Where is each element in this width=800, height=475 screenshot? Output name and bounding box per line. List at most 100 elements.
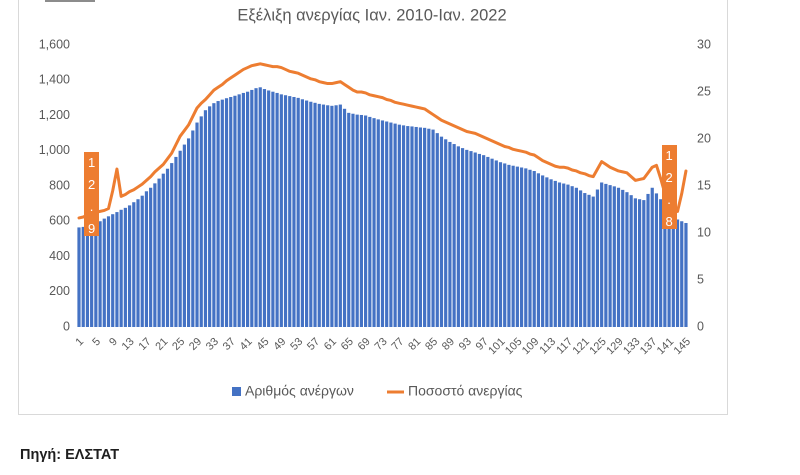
bar <box>271 91 275 328</box>
x-tick-label: 89 <box>440 336 457 353</box>
bar <box>667 212 671 327</box>
bar <box>212 103 216 327</box>
bars-unemployed <box>77 87 688 328</box>
bar <box>262 89 267 327</box>
bar <box>326 105 330 327</box>
x-tick-label: 9 <box>107 336 120 349</box>
y-left-tick-label: 200 <box>49 284 70 298</box>
x-tick-label: 25 <box>170 336 187 353</box>
legend-swatch-unemployed <box>232 387 241 396</box>
bar <box>621 189 625 327</box>
bar <box>532 171 536 327</box>
bar <box>473 152 477 327</box>
bar <box>102 218 106 327</box>
bar <box>376 119 380 327</box>
bar <box>224 98 229 327</box>
chart-title: Εξέλιξη ανεργίας Ιαν. 2010-Ιαν. 2022 <box>237 6 506 24</box>
bar <box>659 199 663 327</box>
x-tick-label: 81 <box>406 336 423 353</box>
bar <box>119 209 123 327</box>
bar <box>254 88 258 328</box>
bar <box>423 127 427 327</box>
bar <box>477 153 482 327</box>
bar <box>612 186 616 327</box>
bar <box>347 112 351 327</box>
bar <box>153 183 157 327</box>
bar <box>305 100 309 328</box>
bar <box>578 190 583 327</box>
bar <box>283 95 288 327</box>
bar <box>448 141 452 327</box>
bar <box>355 114 359 328</box>
bar <box>469 151 473 327</box>
bar <box>680 221 684 327</box>
x-tick-label: 45 <box>254 336 271 353</box>
bar <box>389 122 393 327</box>
bar <box>144 191 149 327</box>
bar <box>460 148 465 327</box>
bar <box>519 167 524 327</box>
x-tick-label: 13 <box>120 336 137 353</box>
legend-label-unemployed: Αριθμός ανέργων <box>245 383 354 399</box>
bar <box>246 91 250 328</box>
bar <box>288 96 292 327</box>
x-axis-labels: 1 5 9 13 17 21 25 29 33 37 41 45 49 53 57 61 65 69 73 77 81 8… <box>73 336 693 357</box>
bar <box>77 227 81 327</box>
bar <box>675 219 680 327</box>
bar <box>220 99 224 327</box>
bar <box>566 184 570 327</box>
bar <box>401 125 406 328</box>
bar <box>646 193 650 327</box>
bar <box>178 150 182 327</box>
bar <box>650 187 654 327</box>
x-tick-label: 69 <box>356 336 373 353</box>
bar <box>359 114 363 327</box>
bar <box>342 108 347 327</box>
bar <box>553 180 557 327</box>
bar <box>364 115 368 327</box>
bar <box>132 202 136 327</box>
bar <box>414 126 418 328</box>
x-tick-label: 41 <box>238 336 255 353</box>
bar <box>633 198 637 327</box>
y-left-tick-label: 0 <box>63 319 70 333</box>
bar <box>149 187 153 327</box>
x-tick-label: 49 <box>271 336 288 353</box>
bar <box>524 168 528 328</box>
top-edge-mark <box>45 0 95 2</box>
bar <box>671 215 675 327</box>
bar <box>321 104 326 327</box>
rate-data-label: 12.8 <box>661 144 677 229</box>
bar <box>233 95 237 327</box>
bar <box>684 223 688 327</box>
bar <box>654 193 659 327</box>
bar <box>174 156 178 327</box>
bar <box>604 183 608 327</box>
y-axis-right-labels: 0 5 10 15 20 25 30 <box>697 37 711 333</box>
bar <box>494 160 498 327</box>
bar <box>587 194 591 327</box>
y-axis-left-labels: 0 200 400 600 800 1,000 1,200 1,400 1,600 <box>39 37 70 333</box>
bar <box>663 205 667 327</box>
bar <box>574 187 578 327</box>
x-tick-label: 1 <box>73 336 86 349</box>
bar <box>608 185 612 327</box>
bar <box>435 133 439 328</box>
bar <box>182 144 186 327</box>
bar <box>199 116 203 327</box>
bar <box>157 178 161 327</box>
y-left-tick-label: 1,600 <box>39 37 70 51</box>
y-right-tick-label: 10 <box>697 225 711 239</box>
bar <box>583 193 587 327</box>
bar <box>98 221 102 327</box>
bar <box>161 173 165 327</box>
bar <box>292 96 296 328</box>
x-tick-label: 37 <box>221 336 238 353</box>
bar <box>127 205 132 327</box>
bar <box>431 129 435 327</box>
bar <box>456 146 460 327</box>
x-tick-label: 65 <box>339 336 356 353</box>
bar <box>237 94 241 327</box>
rate-line <box>77 62 688 220</box>
